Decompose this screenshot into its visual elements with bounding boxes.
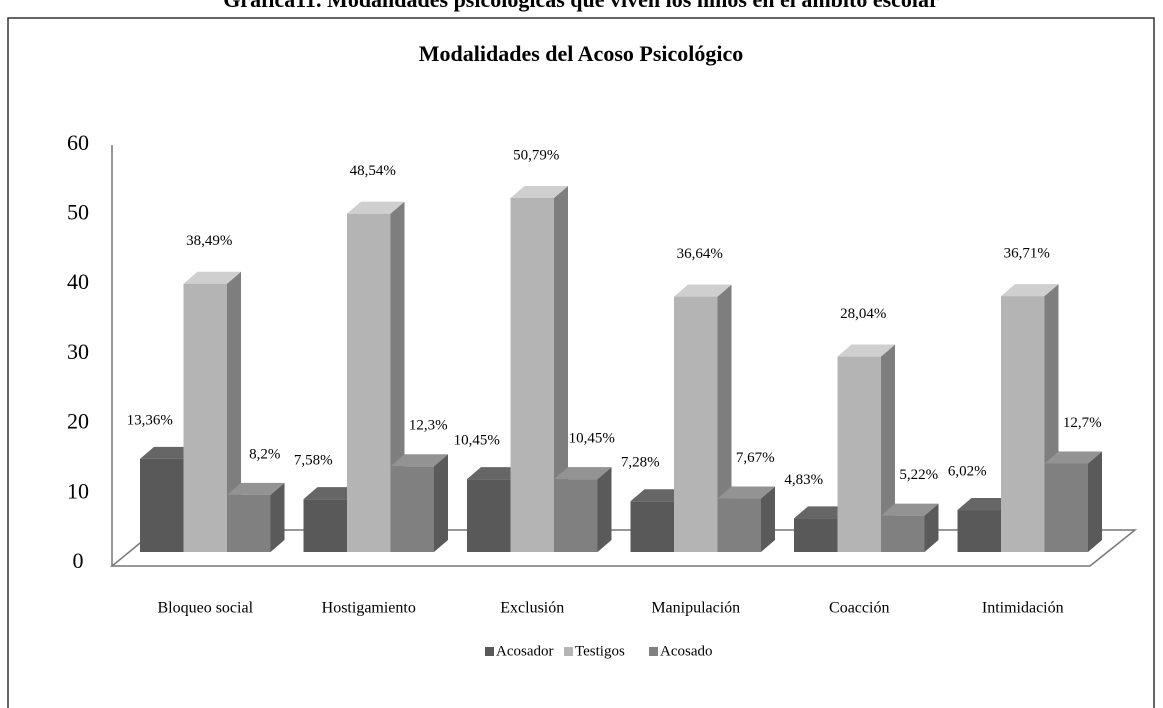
bar-side — [924, 503, 939, 552]
bar — [837, 356, 881, 552]
value-label: 10,45% — [454, 433, 500, 449]
legend-label: Testigos — [575, 643, 625, 659]
bar-top — [347, 201, 405, 214]
bar-top — [837, 344, 895, 357]
value-label: 6,02% — [948, 463, 987, 479]
legend-swatch — [564, 647, 573, 656]
bar-side — [717, 284, 732, 552]
bar — [794, 518, 838, 552]
value-label: 7,28% — [621, 455, 660, 471]
value-label: 13,36% — [127, 412, 173, 428]
value-label: 10,45% — [569, 431, 615, 447]
caption: Gráfica11. Modalidades psicológicas que … — [223, 0, 939, 12]
bar — [227, 494, 271, 552]
bar — [674, 296, 718, 552]
bar-side — [270, 482, 285, 552]
bar-side — [597, 467, 612, 552]
value-label: 12,3% — [409, 418, 448, 434]
x-tick-label: Intimidación — [982, 600, 1064, 617]
bar — [303, 499, 347, 552]
value-label: 8,2% — [249, 446, 280, 462]
bar-side — [554, 185, 568, 552]
bar-top — [554, 467, 612, 480]
bar — [140, 458, 184, 552]
value-label: 36,71% — [1004, 246, 1050, 262]
bar-top — [510, 185, 568, 198]
bar — [1001, 296, 1045, 552]
bar-top — [183, 271, 241, 284]
y-tick-label: 50 — [67, 200, 89, 225]
value-label: 7,67% — [736, 450, 775, 466]
bar — [957, 510, 1001, 552]
legend-label: Acosador — [496, 643, 553, 659]
value-label: 7,58% — [294, 453, 333, 469]
bar — [630, 501, 674, 552]
bar-top — [957, 498, 1015, 511]
value-label: 28,04% — [840, 306, 886, 322]
bar-side — [881, 344, 895, 552]
x-tick-label: Exclusión — [500, 600, 564, 617]
bar-top — [674, 284, 732, 297]
chart-title: Modalidades del Acoso Psicológico — [419, 41, 744, 66]
bar — [183, 283, 227, 552]
bar-side — [434, 454, 448, 552]
value-label: 12,7% — [1063, 415, 1102, 431]
chart-frame — [7, 17, 1155, 708]
x-tick-label: Manipulación — [651, 600, 740, 617]
bar — [467, 479, 511, 552]
legend-swatch — [485, 647, 494, 656]
bar — [717, 498, 761, 552]
bar — [881, 515, 925, 552]
bar-top — [794, 506, 852, 519]
bar — [1044, 463, 1088, 552]
bar-top — [881, 503, 939, 516]
value-label: 38,49% — [186, 233, 232, 249]
bar-top — [303, 487, 361, 500]
bar-top — [630, 489, 688, 502]
bar-top — [467, 467, 525, 480]
y-tick-label: 60 — [67, 130, 89, 155]
bar — [347, 213, 391, 552]
value-label: 48,54% — [350, 163, 396, 179]
bar-top — [717, 486, 775, 499]
x-tick-label: Hostigamiento — [322, 600, 416, 617]
x-tick-label: Coacción — [829, 600, 889, 617]
bar — [554, 479, 598, 552]
bar-top — [1044, 451, 1102, 464]
bar-top — [390, 454, 448, 467]
y-tick-label: 0 — [73, 548, 84, 573]
bar-side — [1088, 451, 1102, 552]
bar-top — [227, 482, 285, 495]
legend-swatch — [649, 647, 658, 656]
value-label: 36,64% — [677, 246, 723, 262]
bar-side — [227, 271, 241, 552]
value-label: 5,22% — [899, 467, 938, 483]
bar — [510, 197, 554, 552]
legend-label: Acosado — [660, 643, 713, 659]
y-tick-label: 30 — [67, 339, 89, 364]
x-tick-label: Bloqueo social — [157, 600, 253, 617]
value-label: 4,83% — [784, 472, 823, 488]
bar-side — [761, 486, 775, 552]
bar — [390, 466, 434, 552]
bar-top — [1001, 284, 1059, 297]
bar-top — [140, 446, 198, 459]
value-label: 50,79% — [513, 147, 559, 163]
y-tick-label: 20 — [67, 409, 89, 434]
y-tick-label: 10 — [67, 478, 89, 503]
y-tick-label: 40 — [67, 269, 89, 294]
